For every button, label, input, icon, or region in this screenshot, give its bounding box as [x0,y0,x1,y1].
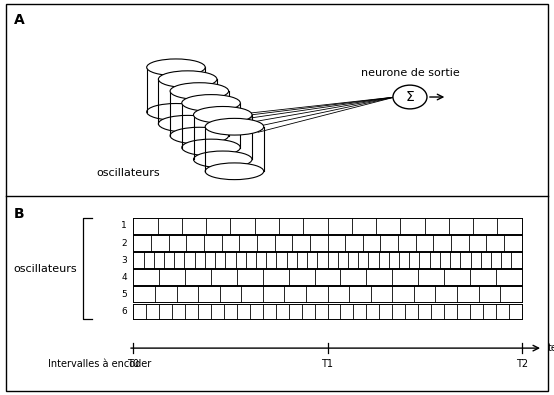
Ellipse shape [147,59,205,76]
Text: temps: temps [548,343,554,353]
Text: 1: 1 [121,222,127,230]
Text: Σ: Σ [406,90,414,104]
Text: 3: 3 [121,256,127,265]
Ellipse shape [205,118,264,135]
Text: 2: 2 [121,239,127,248]
Ellipse shape [193,107,252,123]
Ellipse shape [193,151,252,168]
Text: oscillateurs: oscillateurs [96,167,160,178]
Ellipse shape [170,127,229,144]
Text: oscillateurs: oscillateurs [14,263,78,274]
Ellipse shape [182,139,240,156]
Text: T1: T1 [321,359,334,369]
Text: A: A [14,13,24,28]
Text: T2: T2 [516,359,528,369]
Ellipse shape [158,115,217,132]
Text: Intervalles à encoder: Intervalles à encoder [48,359,152,369]
Ellipse shape [158,71,217,88]
Text: T0: T0 [127,359,140,369]
Text: neurone de sortie: neurone de sortie [361,68,459,79]
Text: 5: 5 [121,290,127,299]
Circle shape [393,85,427,109]
Text: 6: 6 [121,307,127,316]
Ellipse shape [170,83,229,100]
Ellipse shape [205,163,264,180]
Ellipse shape [147,103,205,120]
Text: 4: 4 [121,273,127,282]
Ellipse shape [182,94,240,111]
Text: B: B [14,207,24,221]
